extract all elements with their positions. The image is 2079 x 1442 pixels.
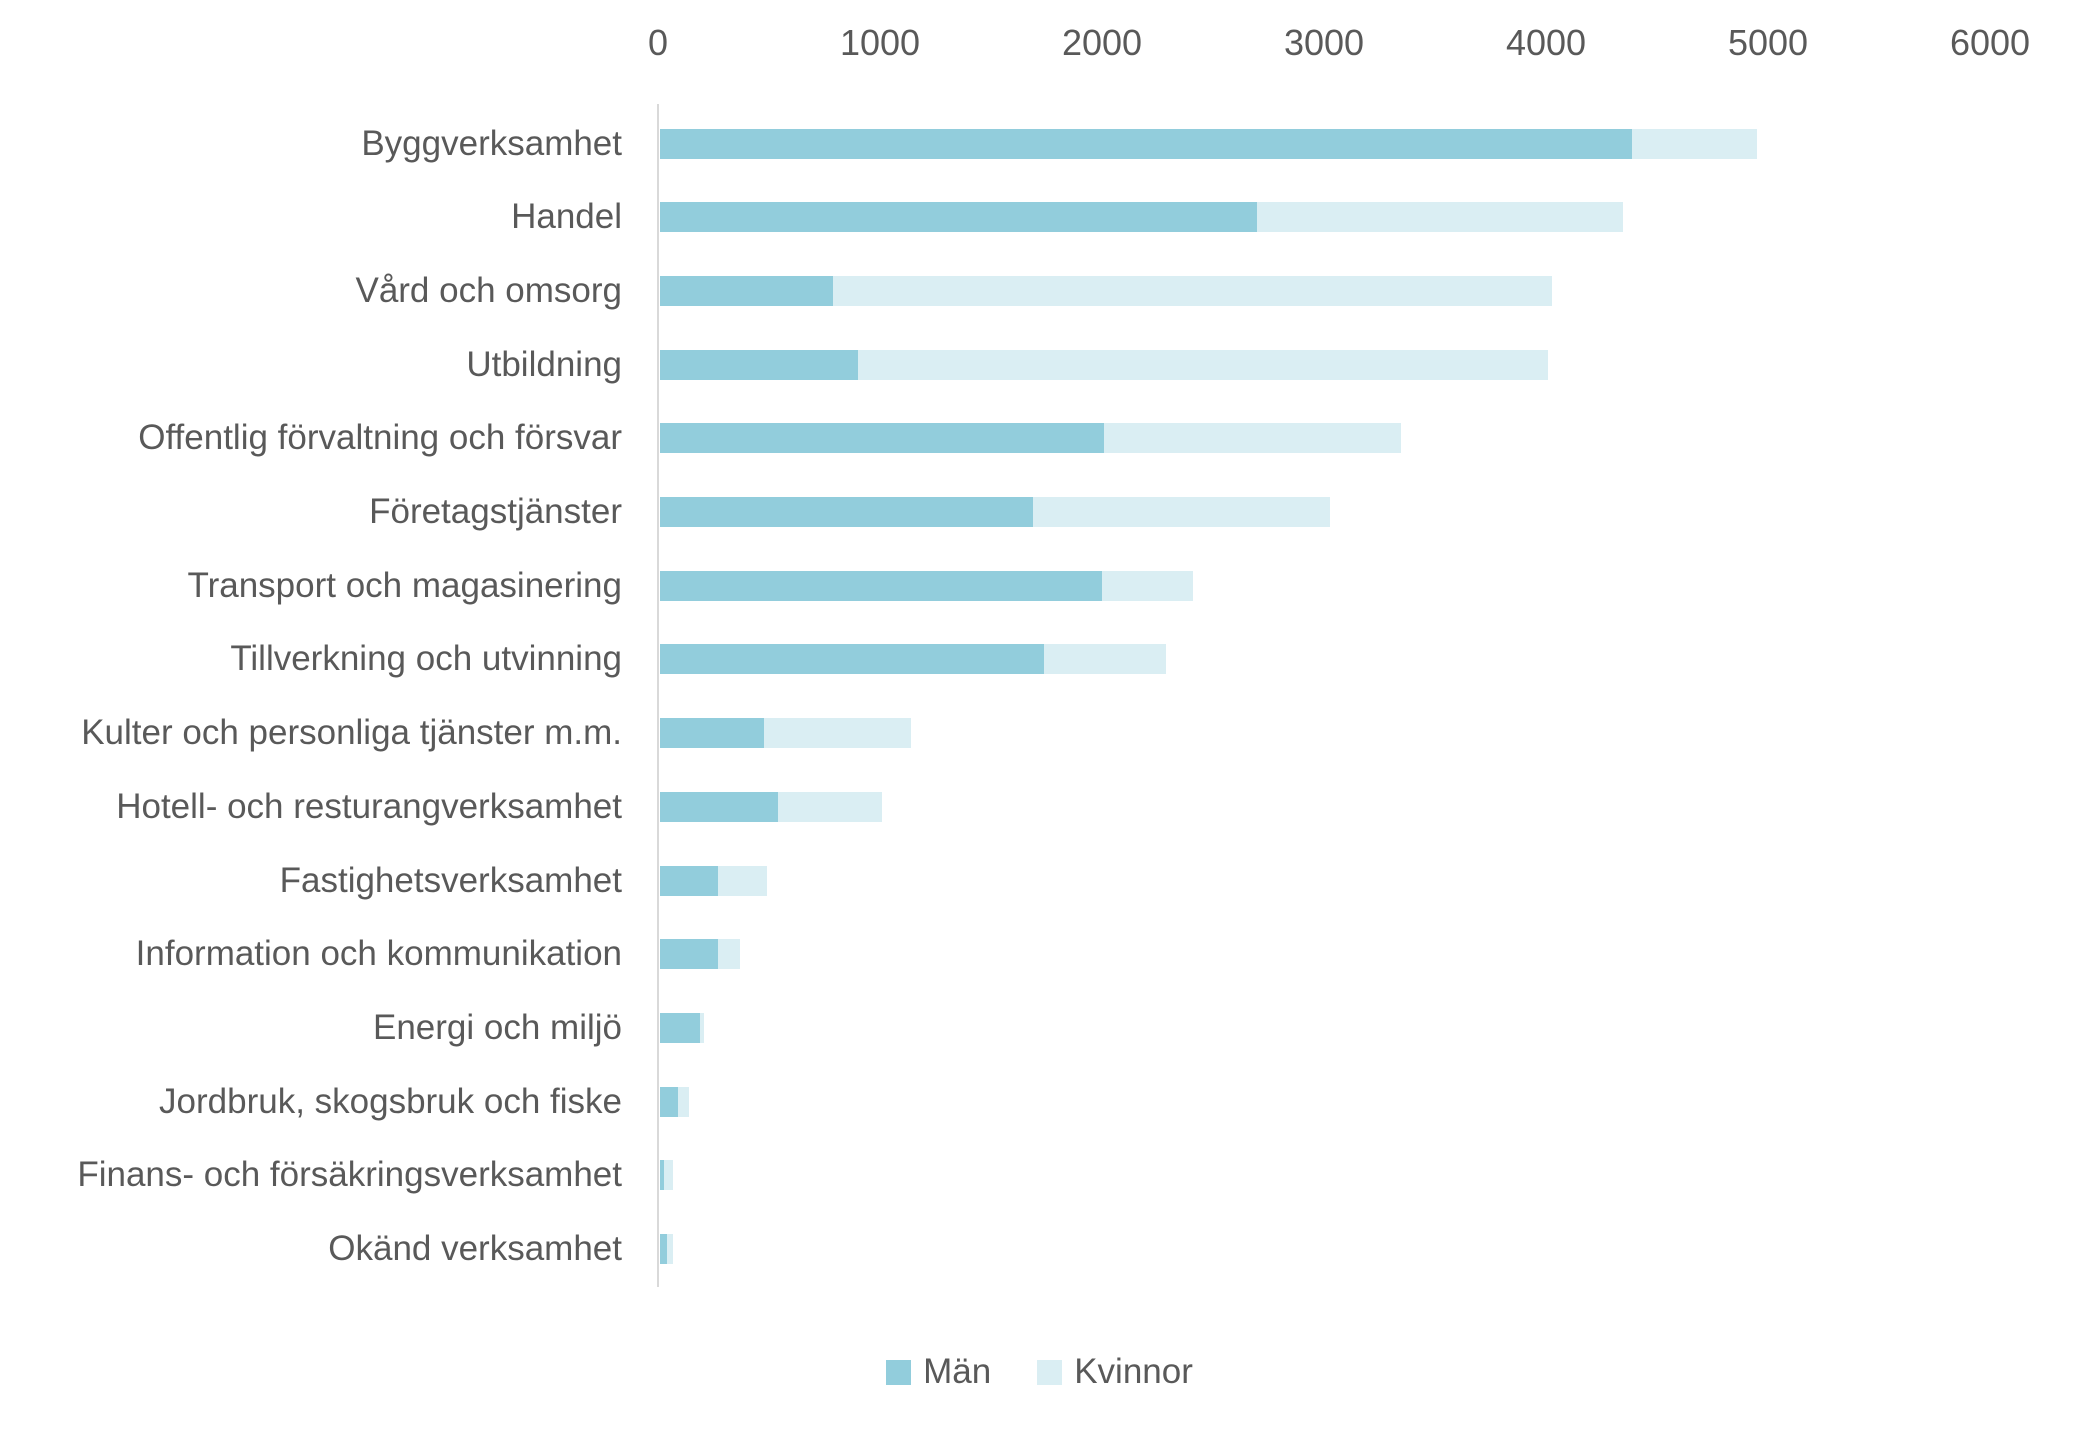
bar-segment-man bbox=[660, 570, 1102, 601]
bar-segment-man bbox=[660, 497, 1033, 527]
x-axis-tick-label: 6000 bbox=[1949, 22, 2031, 63]
category-label: Byggverksamhet bbox=[361, 123, 622, 163]
x-axis-tick-label: 0 bbox=[647, 22, 669, 63]
bar-segment-kvinnor bbox=[1632, 128, 1757, 159]
category-label: Kulter och personliga tjänster m.m. bbox=[81, 713, 622, 753]
bar-segment-kvinnor bbox=[677, 1086, 689, 1117]
category-label: Fastighetsverksamhet bbox=[279, 860, 622, 900]
bar-segment-kvinnor bbox=[777, 791, 882, 822]
category-label: Okänd verksamhet bbox=[328, 1229, 622, 1268]
y-axis-line bbox=[657, 104, 659, 1287]
kvinnor-color-swatch bbox=[1037, 1359, 1063, 1385]
bar-segment-man bbox=[660, 1160, 665, 1191]
legend-entry-man: Män bbox=[886, 1352, 991, 1392]
bar-segment-kvinnor bbox=[764, 718, 911, 749]
category-label: Energi och miljö bbox=[373, 1007, 622, 1047]
bar-segment-kvinnor bbox=[1257, 202, 1624, 233]
legend-label-man: Män bbox=[923, 1352, 992, 1391]
category-label: Finans- och försäkringsverksamhet bbox=[77, 1155, 622, 1195]
bar-segment-man bbox=[660, 275, 834, 306]
man-color-swatch bbox=[886, 1359, 912, 1385]
bar-segment-man bbox=[660, 423, 1104, 454]
category-label: Hotell- och resturangverksamhet bbox=[116, 786, 622, 826]
legend-label-kvinnor: Kvinnor bbox=[1074, 1352, 1193, 1391]
bar-segment-man bbox=[660, 1012, 700, 1043]
bar-segment-man bbox=[660, 128, 1633, 159]
bar-segment-man bbox=[660, 644, 1045, 675]
legend: Män Kvinnor bbox=[0, 1352, 2079, 1392]
bar-segment-man bbox=[660, 865, 718, 896]
bar-segment-kvinnor bbox=[1104, 423, 1402, 454]
x-axis-tick-label: 2000 bbox=[1061, 22, 1143, 63]
bar-segment-man bbox=[660, 1234, 667, 1264]
category-label: Transport och magasinering bbox=[187, 565, 622, 605]
legend-entry-kvinnor: Kvinnor bbox=[1037, 1352, 1193, 1392]
bar-segment-kvinnor bbox=[1101, 570, 1193, 601]
bar-segment-man bbox=[660, 718, 765, 749]
category-label: Handel bbox=[511, 197, 622, 237]
bar-segment-kvinnor bbox=[1032, 497, 1331, 527]
bar-segment-man bbox=[660, 349, 858, 380]
bar-segment-kvinnor bbox=[666, 1234, 674, 1264]
category-label: Vård och omsorg bbox=[355, 270, 622, 310]
category-label: Utbildning bbox=[466, 344, 622, 384]
bar-segment-man bbox=[660, 202, 1258, 233]
x-axis-tick-label: 5000 bbox=[1727, 22, 1809, 63]
bar-segment-kvinnor bbox=[717, 939, 740, 970]
category-label: Information och kommunikation bbox=[135, 934, 622, 974]
bar-segment-kvinnor bbox=[1044, 644, 1167, 675]
x-axis-tick-label: 3000 bbox=[1283, 22, 1365, 63]
category-label: Jordbruk, skogsbruk och fiske bbox=[159, 1081, 622, 1121]
bar-segment-kvinnor bbox=[664, 1160, 674, 1191]
bar-segment-man bbox=[660, 939, 718, 970]
bar-segment-man bbox=[660, 791, 778, 822]
bar-segment-kvinnor bbox=[717, 865, 767, 896]
bar-segment-kvinnor bbox=[833, 275, 1553, 306]
bar-segment-kvinnor bbox=[857, 349, 1548, 380]
category-label: Offentlig förvaltning och försvar bbox=[138, 418, 622, 458]
bar-segment-kvinnor bbox=[699, 1012, 705, 1043]
category-label: Tillverkning och utvinning bbox=[230, 639, 622, 679]
x-axis-tick-label: 1000 bbox=[839, 22, 921, 63]
category-label: Företagstjänster bbox=[369, 492, 622, 531]
bar-segment-man bbox=[660, 1086, 678, 1117]
x-axis-tick-label: 4000 bbox=[1505, 22, 1587, 63]
